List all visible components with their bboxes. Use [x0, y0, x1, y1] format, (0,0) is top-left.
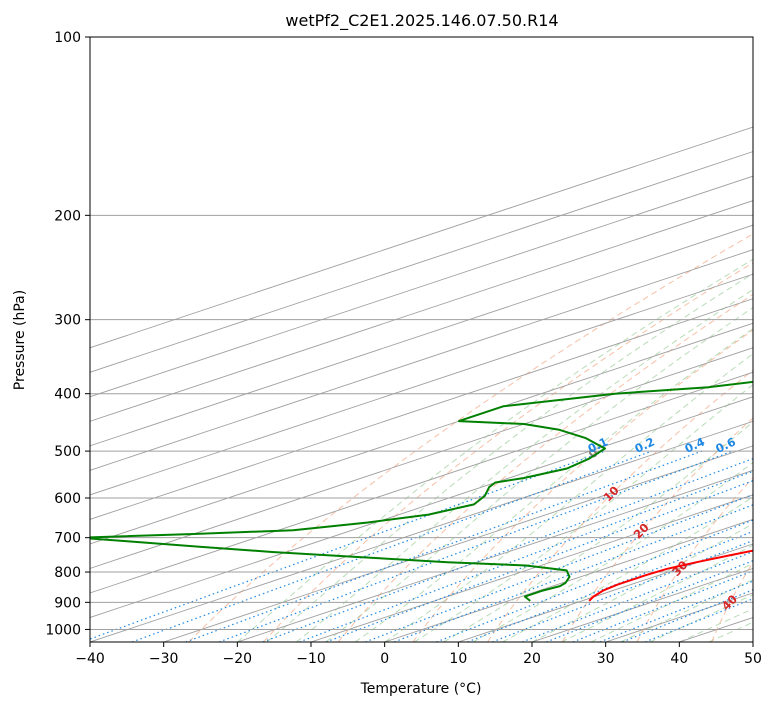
isotherm-line: [90, 396, 753, 618]
moist-adiabat-line: [266, 273, 753, 642]
dry-adiabat-line: [561, 417, 753, 642]
dry-adiabat-line: [711, 561, 753, 642]
dry-adiabat-label: 20: [631, 520, 652, 541]
y-tick-label: 500: [54, 444, 81, 460]
mixing-ratio-label: 1: [760, 437, 773, 453]
y-axis-title: Pressure (hPa): [12, 290, 28, 390]
mixing-ratio-line: [185, 450, 703, 642]
dry-adiabat-label: 40: [719, 592, 740, 613]
x-tick-label: 40: [670, 651, 688, 667]
dry-adiabat-line: [487, 369, 753, 642]
isotherm-line: [90, 347, 753, 569]
moist-adiabat-line: [384, 353, 753, 642]
isotherm-line: [531, 567, 753, 642]
mixing-ratio-label: 0.2: [632, 435, 656, 456]
isotherm-line: [90, 200, 753, 422]
y-tick-label: 700: [54, 531, 81, 547]
isotherm-line: [752, 641, 753, 642]
x-tick-label: −20: [223, 651, 253, 667]
x-tick-label: −10: [296, 651, 326, 667]
isotherm-line: [90, 175, 753, 398]
x-tick-label: 10: [449, 651, 467, 667]
isotherm-line: [679, 617, 753, 642]
mixing-ratio-line: [298, 470, 753, 642]
x-tick-label: 30: [597, 651, 615, 667]
mixing-ratio-line: [546, 560, 753, 642]
isotherm-line: [90, 273, 753, 496]
mixing-ratio-line: [644, 598, 753, 642]
mixing-ratio-line: [599, 580, 753, 642]
isotherm-line: [90, 420, 753, 642]
y-tick-label: 100: [54, 30, 81, 46]
moist-adiabat-line: [649, 594, 753, 642]
isotherm-line: [237, 469, 753, 642]
x-tick-label: −30: [149, 651, 179, 667]
isotherm-line: [90, 298, 753, 520]
isotherm-line: [90, 151, 753, 373]
mixing-ratio-line: [131, 450, 653, 642]
x-tick-label: 50: [744, 651, 762, 667]
mixing-ratio-line: [492, 539, 753, 642]
isotherm-line: [90, 371, 753, 594]
moist-adiabat-line: [531, 523, 753, 642]
y-tick-label: 900: [54, 595, 81, 611]
moist-adiabat-line: [502, 496, 753, 642]
mixing-ratio-line: [325, 480, 753, 642]
y-axis: 100 200 300 400 500 600 700 800 900 1000: [45, 30, 90, 638]
moist-adiabat-line: [561, 544, 753, 642]
mixing-ratio-line: [467, 530, 753, 642]
mixing-ratio-line: [436, 519, 753, 642]
moist-adiabat-line: [354, 328, 753, 642]
moist-adiabats: [236, 258, 753, 642]
isotherm-line: [458, 543, 753, 642]
isotherm-line: [384, 518, 753, 642]
x-tick-label: 0: [380, 651, 389, 667]
plot-frame: [89, 36, 754, 643]
mixing-ratio-line: [572, 570, 753, 642]
y-tick-label: 1000: [45, 622, 81, 638]
x-tick-label: −40: [75, 651, 105, 667]
x-axis: −40 −30 −20 −10 0 10 20 30 40 50: [75, 642, 762, 667]
moist-adiabat-line: [236, 258, 753, 642]
isotherm-line: [90, 126, 753, 349]
moist-adiabat-line: [443, 421, 753, 642]
isotherm-line: [310, 494, 753, 642]
y-tick-label: 300: [54, 313, 81, 329]
mixing-ratio-line: [521, 551, 753, 642]
mixing-ratio-line: [218, 450, 733, 642]
isotherm-line: [90, 224, 753, 447]
y-tick-label: 200: [54, 208, 81, 224]
pressure-gridlines: [90, 37, 753, 630]
mixing-ratio-line: [622, 589, 753, 642]
isopleth-labels: -100-90-80-70-60-50-40-30-20-10010203040…: [586, 435, 773, 614]
profile-series: [90, 380, 753, 602]
dry-adiabat-line: [337, 293, 753, 642]
moist-adiabat-line: [679, 608, 753, 642]
y-tick-label: 400: [54, 387, 81, 403]
y-tick-label: 800: [54, 565, 81, 581]
dry-adiabat-line: [412, 329, 753, 642]
moist-adiabat-line: [413, 383, 753, 642]
y-tick-label: 600: [54, 491, 81, 507]
x-tick-label: 20: [523, 651, 541, 667]
isotherms: [90, 126, 753, 642]
dewpoint-profile-line: [90, 380, 753, 602]
isotherm-line: [90, 322, 753, 545]
plot-area: -100-90-80-70-60-50-40-30-20-10010203040…: [90, 37, 773, 642]
temperature-profile-line: [588, 549, 753, 602]
isotherm-line: [163, 445, 753, 642]
x-axis-title: Temperature (°C): [360, 681, 482, 697]
chart-title: wetPf2_C2E1.2025.146.07.50.R14: [285, 11, 558, 31]
isotherm-line: [90, 249, 753, 471]
dry-adiabat-line: [188, 233, 753, 642]
mixing-ratio-line: [90, 450, 606, 640]
dry-adiabat-line: [263, 262, 753, 642]
